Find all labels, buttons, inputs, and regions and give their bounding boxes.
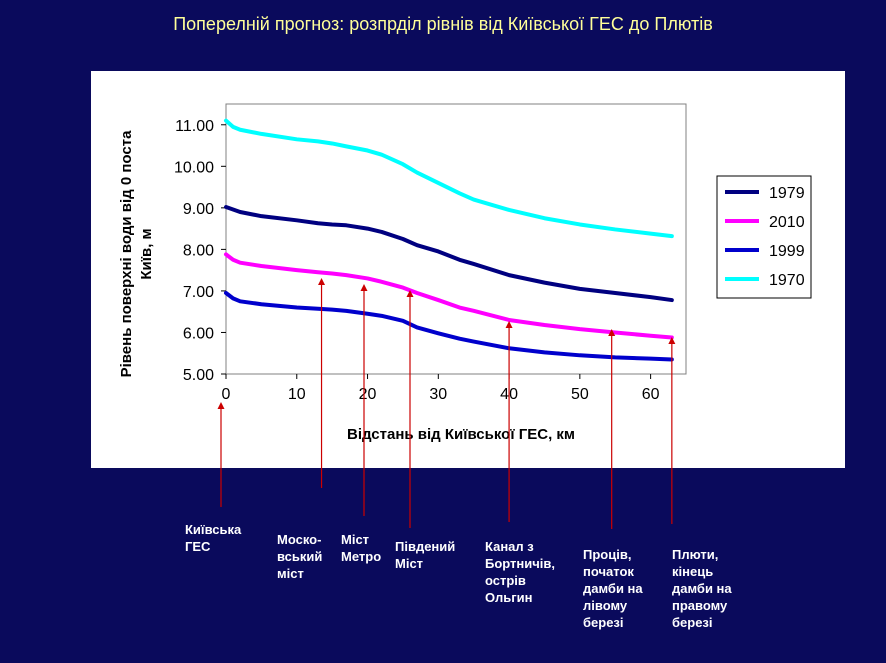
x-tick-label: 60 (642, 386, 660, 403)
y-tick-label: 9.00 (183, 201, 214, 218)
x-tick-label: 50 (571, 386, 589, 403)
legend-label-1999: 1999 (769, 243, 805, 260)
annotation-label: Проців, початок дамби на лівому березі (583, 547, 643, 630)
x-tick-label: 10 (288, 386, 306, 403)
y-tick-label: 11.00 (175, 118, 214, 135)
annotation-label: Плюти, кінець дамби на правому березі (672, 547, 732, 630)
x-tick-label: 30 (429, 386, 447, 403)
series-line-1970 (224, 118, 674, 239)
annotation-label: Міст Метро (341, 532, 382, 564)
water-level-chart: 5.00 6.00 7.00 8.00 9.00 10.00 11.00 0 10 20 30 40 5… (118, 103, 812, 443)
slide-title: Поперелній прогноз: розпрділ рівнів від … (173, 14, 713, 34)
y-tick-label: 7.00 (183, 284, 214, 301)
y-axis-label: Рівень поверхні води від 0 поста Київ, м (118, 130, 155, 377)
y-tick-label: 10.00 (174, 159, 214, 176)
legend-label-2010: 2010 (769, 214, 805, 231)
legend-label-1970: 1970 (769, 272, 805, 289)
annotation-label: Канал з Бортничів, острів Ольгин (485, 539, 556, 605)
x-tick-label: 40 (500, 386, 518, 403)
x-axis-label: Відстань від Київської ГЕС, км (347, 426, 575, 443)
series-line-2010 (224, 252, 674, 340)
legend-label-1979: 1979 (769, 185, 805, 202)
annotation-label: Київська ГЕС (185, 522, 242, 554)
y-tick-label: 5.00 (183, 367, 214, 384)
annotation-label: Південий Міст (395, 539, 456, 571)
series-line-1979 (224, 205, 674, 303)
series-line-1999 (224, 291, 674, 362)
y-tick-label: 8.00 (183, 242, 214, 259)
annotation-label: Моско- вський міст (277, 532, 323, 581)
x-tick-label: 0 (222, 386, 231, 403)
chart-panel: 5.00 6.00 7.00 8.00 9.00 10.00 11.00 0 10 20 30 40 5… (91, 71, 845, 468)
y-tick-label: 6.00 (183, 325, 214, 342)
x-tick-label: 20 (359, 386, 377, 403)
